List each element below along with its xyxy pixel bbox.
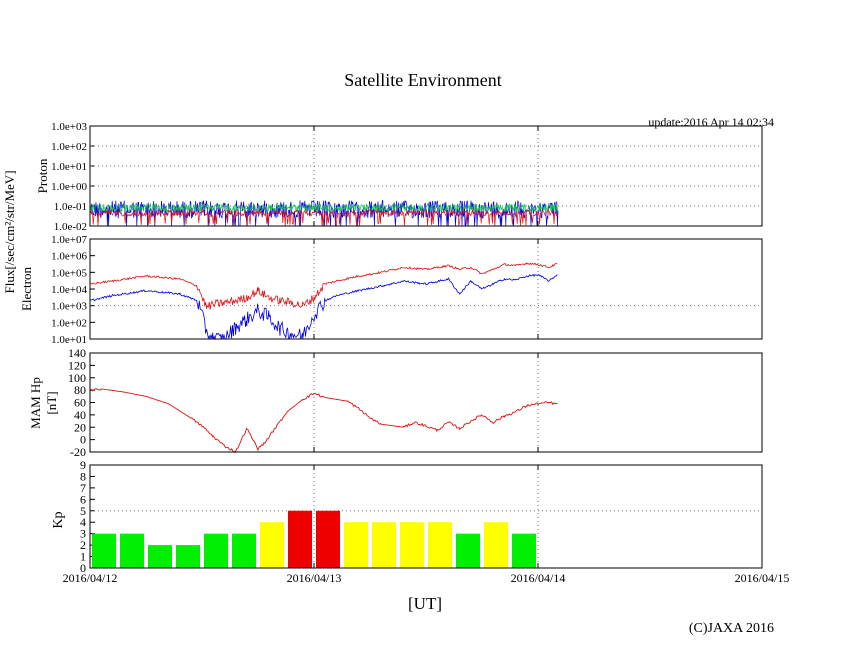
mam-ytick-label: 140 (68, 346, 86, 360)
kp-bar (120, 533, 144, 568)
kp-ytick-label: 6 (80, 492, 86, 506)
kp-panel-frame (89, 464, 763, 569)
kp-ytick-label: 7 (80, 481, 86, 495)
x-axis-date-label: 2016/04/15 (735, 571, 790, 585)
electron-ytick-label: 1.0e+04 (51, 284, 87, 296)
electron-ytick-label: 1.0e+01 (51, 334, 87, 346)
kp-bar (232, 533, 256, 568)
electron-ylabel: Electron (19, 266, 34, 311)
proton-ytick-label: 1.0e-01 (54, 201, 87, 213)
electron-series-blue (89, 273, 558, 341)
kp-bar (260, 522, 284, 568)
x-axis-date-label: 2016/04/13 (287, 571, 342, 585)
mam-ytick-label: 80 (74, 383, 86, 397)
kp-bar (372, 522, 396, 568)
proton-series-red (89, 209, 559, 227)
mam-ytick-label: -20 (70, 445, 86, 459)
x-axis-date-label: 2016/04/14 (511, 571, 566, 585)
kp-bar (512, 533, 536, 568)
kp-ytick-label: 8 (80, 469, 86, 483)
proton-ytick-label: 1.0e+00 (51, 181, 87, 193)
proton-ytick-label: 1.0e+01 (51, 161, 87, 173)
proton-panel-frame (89, 125, 763, 227)
mam-ytick-label: 60 (74, 396, 86, 410)
kp-ytick-label: 2 (80, 538, 86, 552)
mam-ytick-label: 100 (68, 371, 86, 385)
mam-ylabel: MAM Hp (28, 377, 43, 429)
kp-ytick-label: 5 (80, 504, 86, 518)
kp-ytick-label: 0 (80, 561, 86, 575)
electron-ytick-label: 1.0e+06 (51, 251, 87, 263)
kp-bar (148, 545, 172, 568)
kp-bar (204, 533, 228, 568)
copyright-label: (C)JAXA 2016 (688, 621, 774, 636)
proton-ylabel: Proton (35, 158, 50, 193)
mam-series-line (89, 387, 558, 454)
kp-ylabel: Kp (51, 511, 66, 528)
proton-ytick-label: 1.0e+03 (51, 121, 87, 133)
mam-ytick-label: 0 (80, 433, 86, 447)
kp-bar (456, 533, 480, 568)
mam-ytick-label: 40 (74, 408, 86, 422)
kp-ytick-label: 3 (80, 527, 86, 541)
electron-series-red (89, 262, 558, 310)
kp-ytick-label: 4 (80, 515, 86, 529)
x-axis-date-label: 2016/04/12 (63, 571, 118, 585)
proton-ytick-label: 1.0e+02 (51, 141, 87, 153)
kp-bar (92, 533, 116, 568)
kp-bar (176, 545, 200, 568)
mam-ylabel-unit: [nT] (44, 391, 59, 414)
electron-ytick-label: 1.0e+05 (51, 267, 87, 279)
mam-ytick-label: 20 (74, 420, 86, 434)
electron-ytick-label: 1.0e+07 (51, 234, 87, 246)
kp-ytick-label: 9 (80, 458, 86, 472)
proton-ytick-label: 1.0e-02 (54, 221, 87, 233)
kp-ytick-label: 1 (80, 550, 86, 564)
page-title: Satellite Environment (344, 70, 502, 90)
x-axis-unit-label: [UT] (408, 594, 442, 613)
electron-panel-frame (89, 238, 763, 340)
kp-bar (288, 510, 312, 568)
kp-bar (484, 522, 508, 568)
mam-panel-frame (89, 352, 763, 453)
mam-ytick-label: 120 (68, 358, 86, 372)
electron-ytick-label: 1.0e+02 (51, 317, 87, 329)
kp-bar (316, 510, 340, 568)
kp-bar (400, 522, 424, 568)
kp-bar (428, 522, 452, 568)
flux-unit-ylabel: Flux[/sec/cm²/str/MeV] (2, 170, 17, 293)
electron-ytick-label: 1.0e+03 (51, 301, 87, 313)
kp-bar (344, 522, 368, 568)
